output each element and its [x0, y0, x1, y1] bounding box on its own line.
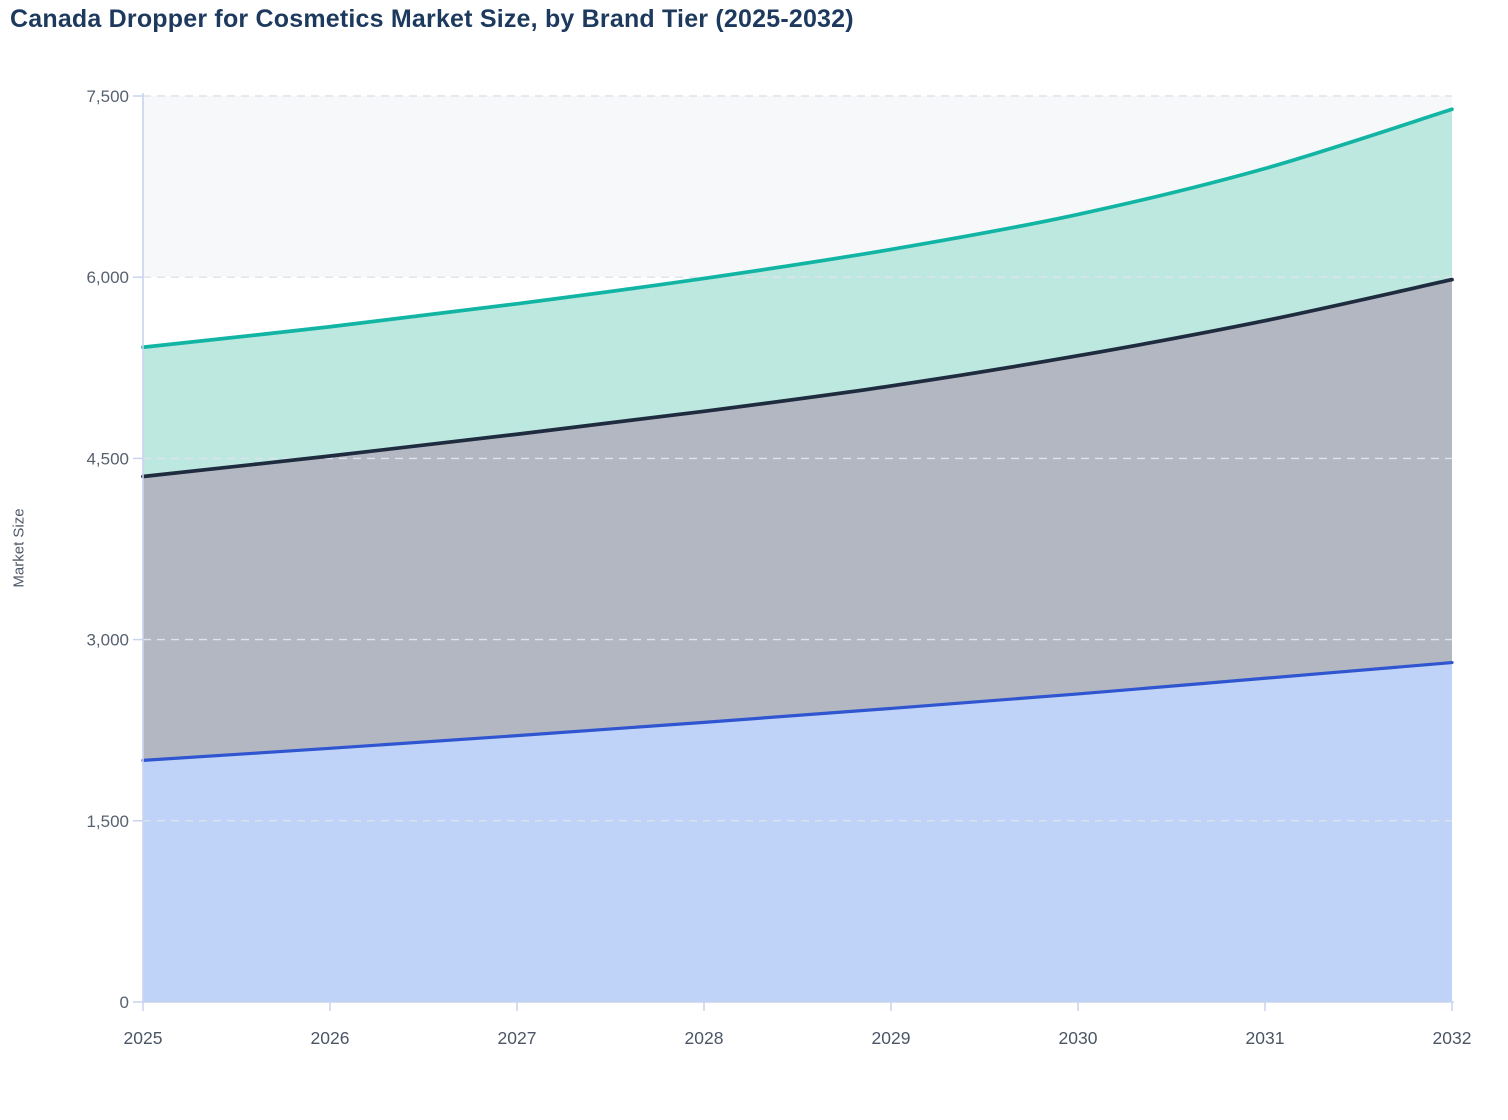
x-tick-label: 2030	[1059, 1028, 1098, 1048]
y-tick-label: 6,000	[86, 268, 129, 287]
area-teal-tier-top	[143, 109, 1452, 477]
x-tick-label: 2032	[1433, 1028, 1472, 1048]
x-tick-label: 2028	[685, 1028, 724, 1048]
y-tick-label: 1,500	[86, 812, 129, 831]
line-blue-tier-bottom	[141, 660, 1454, 762]
y-tick-label: 0	[120, 993, 129, 1012]
line-gray-tier-middle	[141, 277, 1454, 479]
x-tick-label: 2031	[1246, 1028, 1285, 1048]
y-tick-label: 4,500	[86, 449, 129, 468]
y-axis-title: Market Size	[10, 508, 28, 588]
chart-title: Canada Dropper for Cosmetics Market Size…	[10, 5, 854, 33]
x-tick-label: 2025	[124, 1028, 163, 1048]
x-tick-label: 2027	[498, 1028, 537, 1048]
x-tick-label: 2029	[872, 1028, 911, 1048]
y-tick-label: 7,500	[86, 87, 129, 106]
y-tick-label: 3,000	[86, 631, 129, 650]
area-blue-tier-bottom	[143, 662, 1452, 1002]
line-teal-tier-top	[141, 107, 1454, 350]
x-tick-label: 2026	[311, 1028, 350, 1048]
